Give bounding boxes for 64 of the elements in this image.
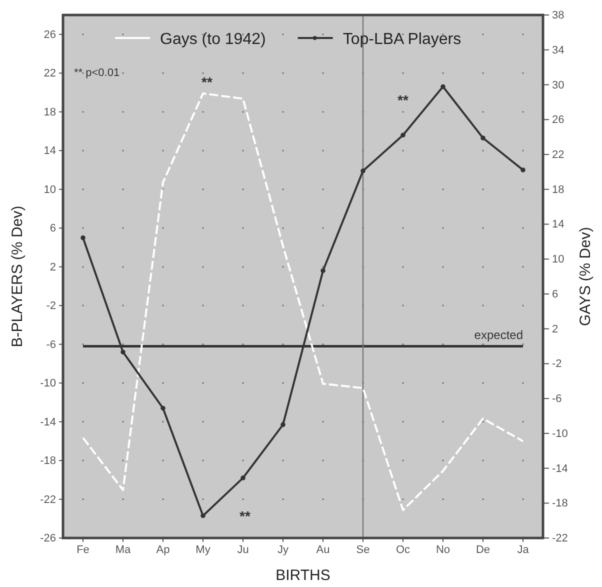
point <box>480 136 486 140</box>
y2-tick-label: 14 <box>552 218 564 231</box>
point <box>280 422 286 428</box>
ref-line-label: expected <box>474 328 523 342</box>
y2-tick-label: -2 <box>552 358 562 370</box>
legend-label: Top-LBA Players <box>342 31 462 48</box>
annotation: ** <box>398 92 409 108</box>
x-tick-label: Ap <box>156 544 170 556</box>
annotation: ** <box>240 508 251 524</box>
y-tick-label: 6 <box>50 222 56 235</box>
y2-tick-label: -22 <box>552 532 568 545</box>
point <box>160 406 166 411</box>
y2-tick-label: 10 <box>552 254 564 266</box>
y2-tick-label: -18 <box>552 498 568 510</box>
y2-tick-label: 18 <box>552 184 564 196</box>
y-tick-label: -2 <box>46 300 56 312</box>
legend-label: Gays (to 1942) <box>160 31 266 48</box>
x-tick-label: Fe <box>76 544 90 556</box>
point <box>120 350 126 354</box>
point <box>240 476 246 480</box>
point <box>200 513 206 518</box>
annotation: ** <box>202 74 213 90</box>
y2-tick-label: -6 <box>552 393 562 406</box>
y-tick-label: 2 <box>50 261 56 274</box>
point <box>360 168 366 174</box>
y-tick-label: 26 <box>44 28 56 41</box>
x-tick-label: Jy <box>278 544 289 556</box>
x-tick-label: No <box>436 544 450 556</box>
y-tick-label: -18 <box>40 455 56 468</box>
point <box>520 168 526 172</box>
point <box>440 84 446 90</box>
x-tick-label: Ja <box>517 544 530 556</box>
y-tick-label: -6 <box>46 338 56 351</box>
x-tick-label: Ju <box>237 544 249 556</box>
y-tick-label: -26 <box>40 532 56 545</box>
y2-tick-label: 2 <box>552 323 558 336</box>
x-tick-label: Ma <box>115 544 132 556</box>
annotation: ** p<0.01 <box>74 67 120 79</box>
y2-axis-title: GAYS (% Dev) <box>577 227 594 326</box>
x-axis-title: BIRTHS <box>276 567 330 584</box>
y-tick-label: 10 <box>44 184 56 196</box>
y2-tick-label: 38 <box>552 10 564 22</box>
point <box>80 235 86 240</box>
x-tick-label: My <box>196 544 211 556</box>
point <box>400 132 406 138</box>
y-tick-label: 18 <box>44 106 56 118</box>
y2-tick-label: 26 <box>552 114 564 126</box>
y-tick-label: -22 <box>40 494 56 506</box>
point <box>320 268 326 274</box>
x-tick-label: Se <box>356 544 370 556</box>
y-axis-title: B-PLAYERS (% Dev) <box>9 206 26 348</box>
x-tick-label: Au <box>316 544 330 556</box>
y2-tick-label: 6 <box>552 288 558 300</box>
y-tick-label: -14 <box>40 416 56 428</box>
y2-tick-label: 34 <box>552 44 564 56</box>
x-tick-label: De <box>476 544 490 556</box>
x-tick-label: Oc <box>396 544 411 556</box>
y-tick-label: 22 <box>44 68 56 80</box>
y2-tick-label: 22 <box>552 148 564 161</box>
y2-tick-label: -14 <box>552 462 568 475</box>
y2-tick-label: -10 <box>552 428 568 440</box>
y-tick-label: 14 <box>44 145 56 158</box>
y2-tick-label: 30 <box>552 79 564 92</box>
y-tick-label: -10 <box>40 378 56 390</box>
